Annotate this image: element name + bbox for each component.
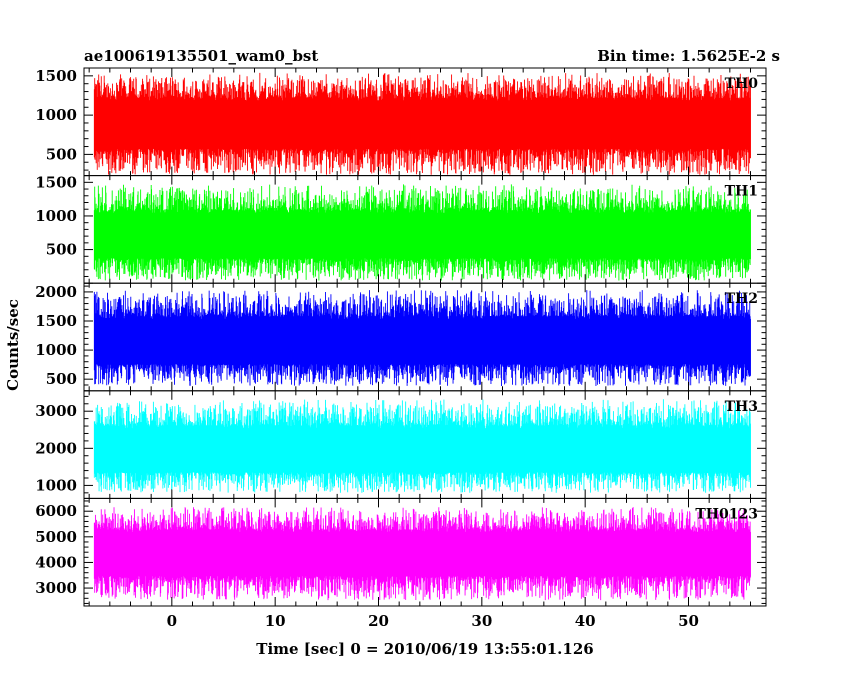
panel-th2: 500 1000 1500 2000 TH2 — [35, 282, 767, 392]
y-tick-label: 1000 — [35, 341, 77, 359]
chart-title-left: ae100619135501_wam0_bst — [84, 47, 318, 65]
x-tick-label: 10 — [265, 612, 286, 630]
y-tick-label: 3000 — [35, 579, 77, 597]
y-tick-label: 5000 — [35, 528, 77, 546]
series-trace-th0 — [93, 72, 751, 175]
x-tick-label: 20 — [368, 612, 389, 630]
panel-th3: 1000 2000 3000 TH3 — [35, 390, 767, 499]
x-tick-label: 0 — [167, 612, 177, 630]
y-tick-label: 1500 — [35, 312, 77, 330]
y-tick-label: 2000 — [35, 439, 77, 457]
panel-label-th0123: TH0123 — [695, 506, 758, 522]
y-tick-label: 1500 — [35, 173, 77, 191]
y-tick-label: 6000 — [35, 502, 77, 520]
panel-th1: 500 1000 1500 TH1 — [35, 173, 767, 284]
panel-th0: 500 1000 1500 TH0 — [35, 67, 767, 177]
y-tick-label: 500 — [46, 145, 77, 163]
y-tick-label: 2000 — [35, 283, 77, 301]
panel-label-th0: TH0 — [725, 76, 759, 92]
x-tick-label: 30 — [471, 612, 492, 630]
x-axis-title: Time [sec] 0 = 2010/06/19 13:55:01.126 — [256, 640, 593, 658]
y-tick-label: 3000 — [35, 402, 77, 420]
chart-title-right: Bin time: 1.5625E-2 s — [597, 47, 780, 65]
panel-label-th2: TH2 — [725, 291, 758, 307]
y-tick-label: 1000 — [35, 476, 77, 494]
y-axis-title: Counts/sec — [4, 299, 22, 391]
panel-th0123: 3000 4000 5000 6000 TH0123 0 10 20 30 40 50 — [35, 497, 767, 630]
series-trace-th3 — [93, 399, 751, 493]
y-tick-label: 500 — [46, 370, 77, 388]
y-tick-label: 500 — [46, 241, 77, 259]
y-tick-label: 1000 — [35, 106, 77, 124]
y-tick-label: 1000 — [35, 207, 77, 225]
x-tick-label: 50 — [678, 612, 699, 630]
series-trace-th1 — [93, 184, 751, 281]
y-tick-label: 4000 — [35, 553, 77, 571]
x-tick-label: 40 — [575, 612, 596, 630]
panel-label-th3: TH3 — [725, 399, 758, 415]
series-trace-th2 — [93, 290, 751, 386]
y-tick-label: 1500 — [35, 67, 77, 85]
panel-label-th1: TH1 — [725, 184, 758, 200]
series-trace-th0123 — [93, 507, 751, 601]
